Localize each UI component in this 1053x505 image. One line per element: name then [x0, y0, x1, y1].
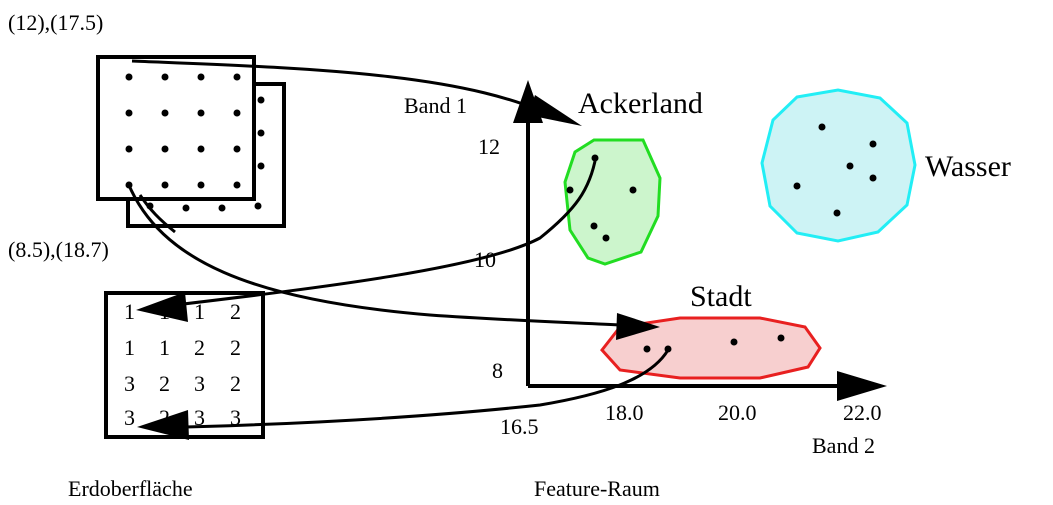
grid-cell: 3 — [124, 405, 135, 430]
y-tick-label: 8 — [492, 358, 503, 383]
grid-cell: 2 — [159, 371, 170, 396]
grid-cell: 3 — [194, 405, 205, 430]
left-caption: Erdoberfläche — [68, 476, 193, 500]
grid-cell: 1 — [124, 335, 135, 360]
coord-top-label: (12),(17.5) — [8, 10, 103, 35]
grid-cell: 3 — [194, 371, 205, 396]
x-tick-label: 18.0 — [605, 400, 644, 425]
front-layer — [96, 55, 256, 201]
image-layers — [96, 55, 286, 228]
y-tick-label: 10 — [474, 247, 496, 272]
grid-cell: 1 — [124, 299, 135, 324]
curve-ackerland-to-grid — [149, 155, 598, 310]
curve-extra — [138, 194, 176, 234]
x-axis-label: Band 2 — [812, 433, 875, 458]
class-label-stadt: Stadt — [690, 280, 752, 313]
arrowhead-grid-bottom — [137, 410, 189, 440]
grid-cell: 1 — [194, 299, 205, 324]
x-tick-label: 22.0 — [843, 400, 882, 425]
class-label-wasser: Wasser — [925, 150, 1011, 183]
connector-curves — [126, 59, 670, 430]
arrowhead-stadt — [616, 313, 660, 340]
arrowhead-grid-top — [136, 292, 188, 322]
grid-cell: 2 — [230, 299, 241, 324]
grid-cell: 3 — [230, 405, 241, 430]
curve-dot-to-stadt — [126, 182, 621, 327]
x-tick-label: 20.0 — [718, 400, 757, 425]
arrowhead-ackerland — [528, 95, 582, 126]
arrowheads — [136, 95, 660, 440]
grid-cell: 2 — [230, 371, 241, 396]
grid-cell: 2 — [230, 335, 241, 360]
grid-cell: 3 — [124, 371, 135, 396]
grid-cell: 1 — [159, 335, 170, 360]
cluster-wasser — [760, 88, 917, 243]
right-caption: Feature-Raum — [534, 476, 660, 500]
class-label-ackerland: Ackerland — [578, 87, 703, 120]
x-tick-label: 16.5 — [500, 414, 539, 439]
curve-stadt-to-grid — [149, 349, 670, 430]
grid-cell: 2 — [159, 405, 170, 430]
coord-bottom-label: (8.5),(18.7) — [8, 237, 109, 262]
cluster-ackerland — [563, 138, 662, 266]
x-axis-arrowhead — [837, 371, 887, 401]
y-tick-label: 12 — [478, 134, 500, 159]
curve-top-to-ackerland — [131, 59, 561, 122]
grid-cell: 2 — [194, 335, 205, 360]
y-axis-label: Band 1 — [404, 93, 467, 118]
